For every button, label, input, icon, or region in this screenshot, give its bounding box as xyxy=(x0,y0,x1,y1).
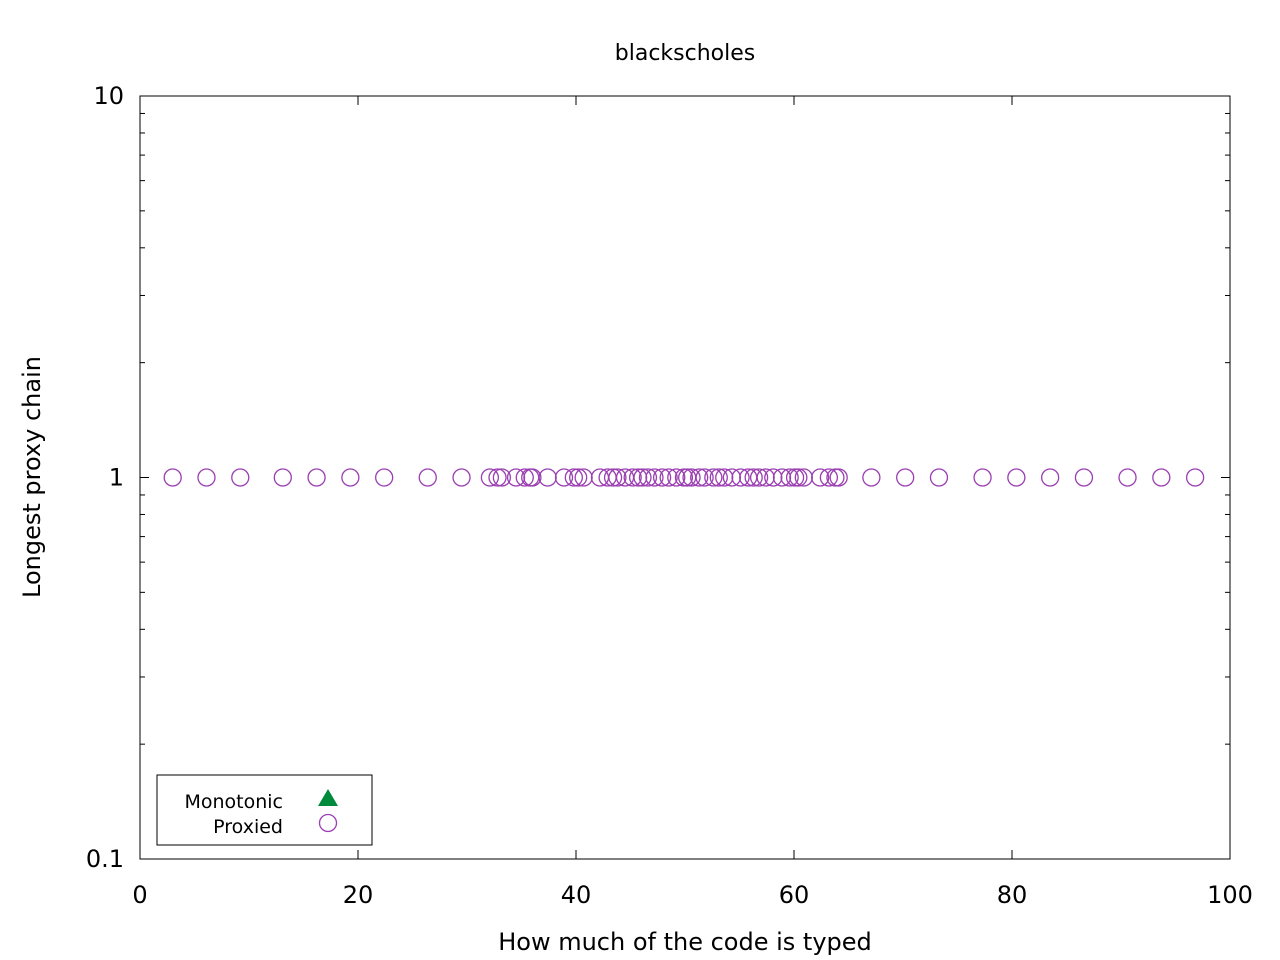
data-point-proxied xyxy=(749,468,769,487)
legend-marker-proxied xyxy=(318,813,338,833)
x-tick-label: 80 xyxy=(997,881,1028,909)
data-point-proxied xyxy=(608,468,627,487)
x-tick-label: 100 xyxy=(1207,881,1253,909)
data-point-proxied xyxy=(554,468,574,487)
data-point-proxied xyxy=(780,468,799,487)
data-point-proxied xyxy=(819,468,839,487)
data-point-proxied xyxy=(645,468,664,487)
data-point-proxied xyxy=(628,468,648,487)
data-point-proxied xyxy=(197,468,216,487)
x-tick-label: 40 xyxy=(561,881,592,909)
data-point-proxied xyxy=(273,468,292,487)
data-point-proxied xyxy=(1118,468,1137,487)
data-point-proxied xyxy=(523,468,542,487)
data-point-proxied xyxy=(569,468,588,487)
data-point-proxied xyxy=(488,468,507,487)
data-point-proxied xyxy=(772,468,792,487)
data-point-proxied xyxy=(623,468,642,487)
data-point-proxied xyxy=(307,468,326,487)
data-point-proxied xyxy=(341,468,360,487)
data-point-proxied xyxy=(231,468,250,487)
chart-title: blackscholes xyxy=(615,41,755,66)
legend-label-monotonic: Monotonic xyxy=(184,791,283,813)
y-axis-label: Longest proxy chain xyxy=(18,356,46,598)
data-point-proxied xyxy=(1074,468,1094,487)
data-point-proxied xyxy=(811,468,830,487)
data-point-proxied xyxy=(1041,468,1060,487)
y-tick-label: 1 xyxy=(109,464,124,492)
data-point-proxied xyxy=(574,468,593,487)
data-point-proxied xyxy=(659,468,678,487)
data-points xyxy=(163,468,1205,487)
data-point-proxied xyxy=(929,468,949,487)
data-point-proxied xyxy=(731,468,750,487)
data-point-proxied xyxy=(789,468,808,487)
data-point-proxied xyxy=(603,468,623,487)
data-point-proxied xyxy=(973,468,992,487)
data-point-proxied xyxy=(492,468,512,487)
data-point-proxied xyxy=(704,468,723,487)
data-point-proxied xyxy=(722,468,742,487)
data-point-proxied xyxy=(896,468,915,487)
data-point-proxied xyxy=(1152,468,1171,487)
data-point-proxied xyxy=(862,468,881,487)
x-tick-label: 0 xyxy=(132,881,147,909)
legend-box xyxy=(156,774,373,846)
data-point-proxied xyxy=(633,468,652,487)
data-point-proxied xyxy=(829,468,848,487)
data-point-proxied xyxy=(163,468,182,487)
y-tick-label: 10 xyxy=(93,82,124,110)
data-point-proxied xyxy=(1185,468,1205,487)
data-point-proxied xyxy=(744,468,763,487)
data-point-proxied xyxy=(690,468,709,487)
x-axis-label: How much of the code is typed xyxy=(498,928,872,956)
data-point-proxied xyxy=(480,468,500,487)
data-point-proxied xyxy=(652,468,672,487)
data-point-proxied xyxy=(515,468,534,487)
axes: 0 20 40 60 80 100 0.1 1 10 xyxy=(86,82,1253,909)
data-point-proxied xyxy=(418,468,437,487)
data-point-proxied xyxy=(667,468,686,487)
data-point-proxied xyxy=(452,468,471,487)
x-tick-label: 60 xyxy=(779,881,810,909)
data-point-proxied xyxy=(709,468,728,487)
legend-marker-monotonic xyxy=(318,789,338,806)
legend-label-proxied: Proxied xyxy=(213,816,283,838)
data-point-proxied xyxy=(564,468,583,487)
legend: Monotonic Proxied xyxy=(156,774,373,846)
x-tick-label: 20 xyxy=(343,881,374,909)
data-point-proxied xyxy=(1007,468,1026,487)
y-tick-label: 0.1 xyxy=(86,845,124,873)
data-point-proxied xyxy=(375,468,394,487)
data-point-proxied xyxy=(682,468,701,487)
data-point-proxied xyxy=(794,468,813,487)
data-point-proxied xyxy=(695,468,714,487)
data-point-proxied xyxy=(638,468,658,487)
